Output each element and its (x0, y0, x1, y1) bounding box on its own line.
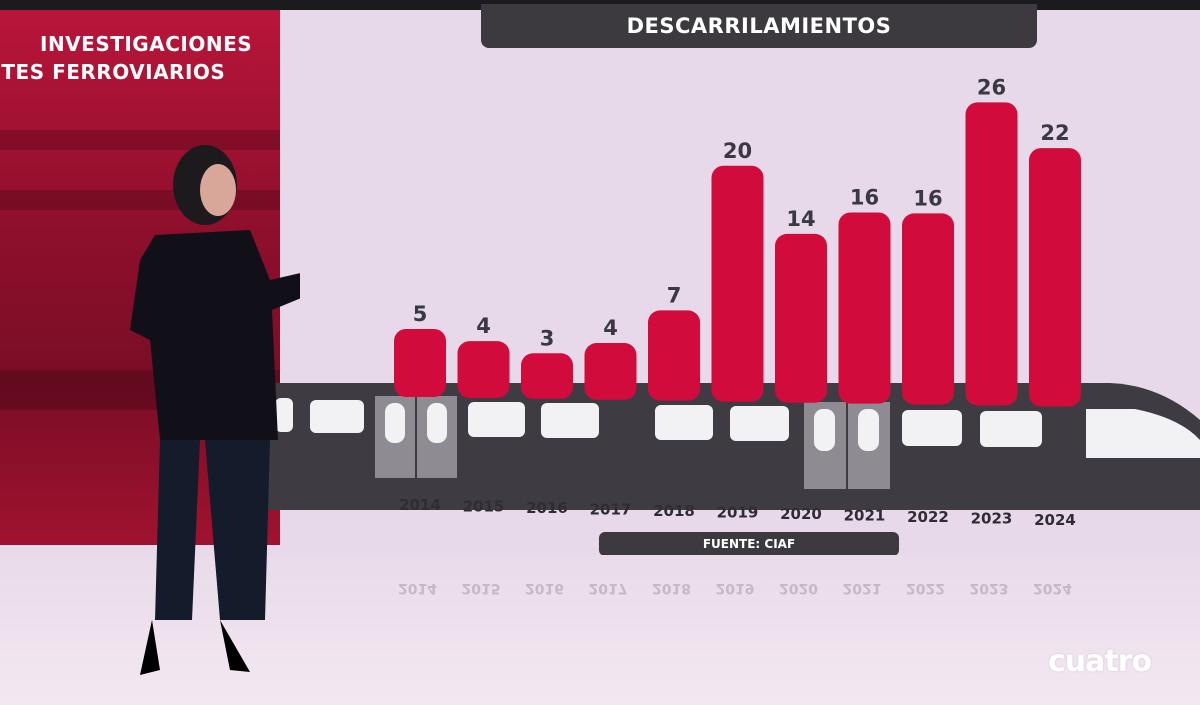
train-window (310, 400, 364, 433)
x-tick-reflection-2015: 2015 (461, 580, 501, 596)
x-tick-2018: 2018 (653, 502, 695, 520)
x-tick-reflection-2016: 2016 (525, 580, 564, 596)
value-label-2014: 5 (413, 302, 428, 326)
train-door-window (385, 403, 405, 443)
value-label-2022: 16 (913, 186, 942, 210)
x-tick-reflection-2024: 2024 (1033, 580, 1072, 596)
train-door-window (858, 409, 879, 451)
bar-group (394, 102, 1081, 407)
x-tick-reflection-2019: 2019 (715, 580, 755, 596)
train-illustration (265, 383, 1200, 510)
train-window (655, 405, 713, 440)
bar-2016 (521, 353, 573, 399)
value-label-2017: 4 (603, 316, 618, 340)
x-tick-2024: 2024 (1034, 511, 1076, 529)
x-tick-reflection-2020: 2020 (779, 580, 818, 596)
value-label-2019: 20 (723, 139, 752, 163)
x-tick-2021: 2021 (844, 507, 886, 525)
studio-floor (0, 555, 1200, 705)
source-bar: FUENTE: CIAF (599, 532, 899, 556)
source-label: FUENTE: CIAF (702, 537, 796, 551)
x-tick-2014: 2014 (399, 496, 441, 514)
x-tick-2017: 2017 (590, 501, 632, 519)
value-label-2018: 7 (667, 283, 682, 307)
train-window (730, 406, 789, 441)
train-window (541, 403, 599, 438)
x-tick-group: 2014 2015 2016 2017 2018 2019 2020 2021 2022 2023… (399, 496, 1076, 529)
bar-2015 (457, 341, 510, 398)
value-label-2015: 4 (476, 314, 491, 338)
x-tick-reflection-2014: 2014 (398, 580, 437, 596)
value-label-2024: 22 (1040, 121, 1069, 145)
x-tick-2020: 2020 (780, 505, 822, 523)
train-door-window (814, 409, 835, 451)
bar-2017 (584, 343, 637, 400)
x-tick-reflection-2017: 2017 (588, 580, 628, 596)
bar-2023 (965, 102, 1018, 406)
bar-2019 (711, 165, 764, 402)
train-door-window (427, 403, 447, 443)
bar-2021 (838, 212, 891, 404)
chart-title-bar: DESCARRILAMIENTOS (481, 4, 1037, 48)
train-window (468, 402, 525, 437)
value-label-2016: 3 (540, 326, 555, 350)
train-window (980, 411, 1042, 447)
value-label-2020: 14 (786, 207, 815, 231)
bar-2022 (902, 213, 954, 405)
x-tick-reflection-2022: 2022 (906, 580, 945, 596)
bar-2020 (775, 233, 827, 403)
x-tick-2023: 2023 (971, 510, 1013, 528)
x-tick-2019: 2019 (717, 504, 759, 522)
value-label-2021: 16 (850, 185, 879, 209)
bar-2024 (1029, 148, 1081, 407)
section-title-line1: INVESTIGACIONES (40, 32, 253, 56)
train-nose-window (1086, 409, 1200, 458)
x-tick-2022: 2022 (907, 508, 949, 526)
bar-2014 (394, 329, 446, 397)
train-window (275, 398, 293, 432)
x-tick-reflection-2018: 2018 (652, 580, 691, 596)
section-title-line2: ENTES FERROVIARIOS (0, 60, 226, 84)
chart-title: DESCARRILAMIENTOS (626, 14, 892, 38)
x-tick-2016: 2016 (526, 499, 568, 517)
x-tick-reflection-2021: 2021 (842, 580, 882, 596)
bar-2018 (648, 310, 700, 401)
channel-logo: cuatro (1048, 644, 1152, 679)
train-window (902, 410, 962, 446)
presenter-silhouette (130, 145, 300, 675)
value-label-group: 5 4 3 4 7 20 14 16 16 26 22 (413, 75, 1070, 350)
x-tick-reflection-2023: 2023 (969, 580, 1009, 596)
x-tick-2015: 2015 (463, 498, 505, 516)
value-label-2023: 26 (977, 75, 1006, 99)
